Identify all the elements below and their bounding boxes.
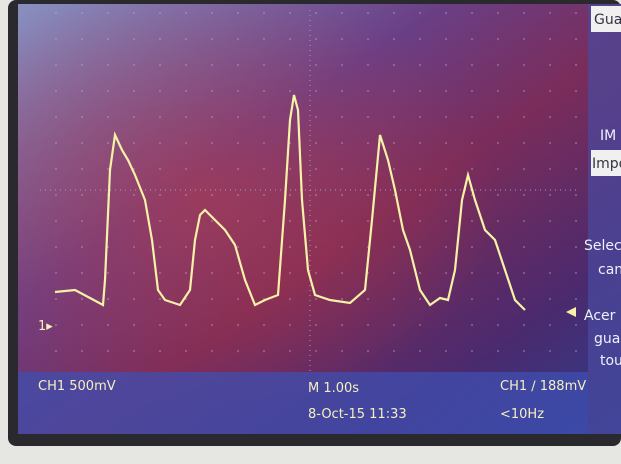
frequency: <10Hz [500,407,544,422]
menu-text: can [598,262,621,278]
menu-text: tou [600,353,621,369]
timebase: M 1.00s [308,381,359,396]
side-menu [588,4,621,434]
oscilloscope-photo: Gua IM Impo Selec can Acer guar tou 1▸ C… [0,0,621,464]
menu-text: Gua [594,12,621,28]
trigger-level: CH1 ∕ 188mV [500,379,586,394]
menu-text: Impo [592,156,621,172]
channel-scale: CH1 500mV [38,379,116,394]
menu-text: Selec [584,238,621,254]
menu-text: Acer [584,308,616,324]
date-time: 8-Oct-15 11:33 [308,407,407,422]
menu-text: guar [594,331,621,347]
menu-text: IM [600,128,616,144]
channel-marker: 1▸ [38,319,53,334]
